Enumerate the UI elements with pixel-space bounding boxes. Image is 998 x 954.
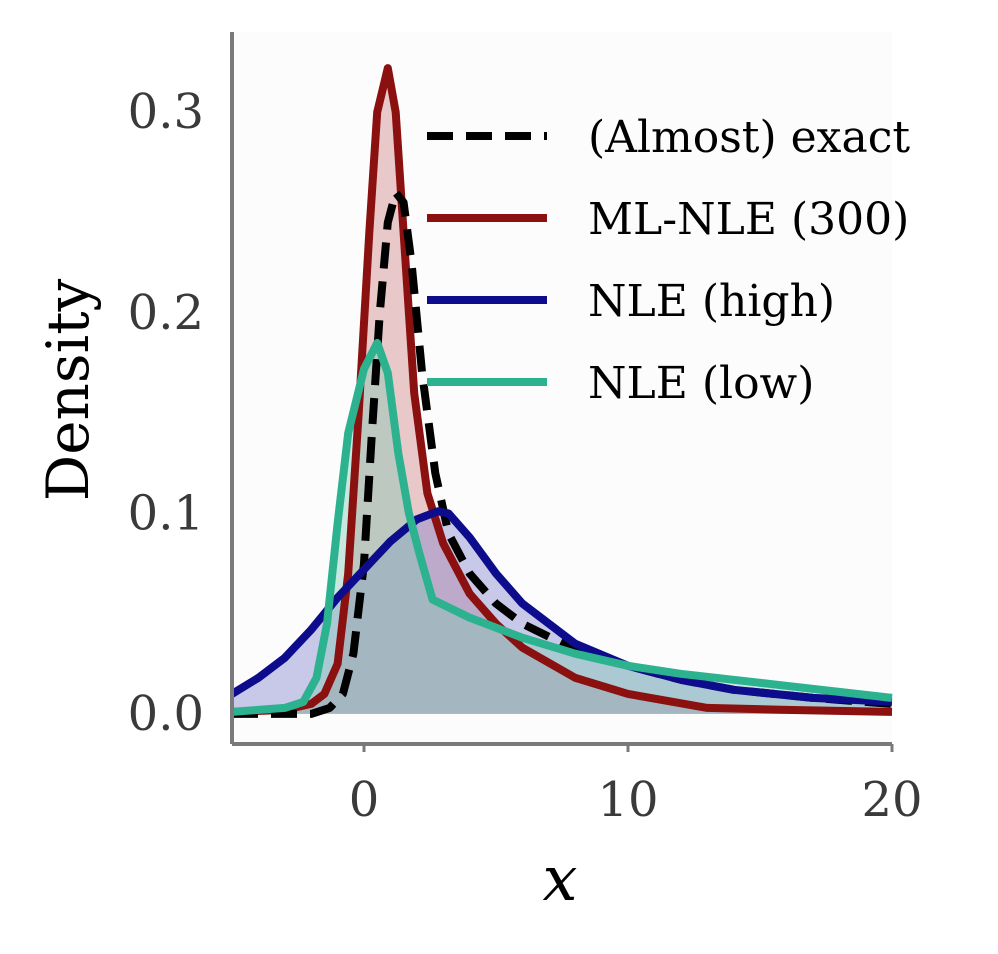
x-tick-label: 20 — [861, 772, 922, 828]
y-tick-label: 0.1 — [128, 485, 204, 541]
density-lines — [229, 64, 893, 718]
y-tick-label: 0.2 — [128, 285, 204, 341]
density-fills — [232, 68, 892, 714]
legend-label-ml-nle-300: ML-NLE (300) — [588, 194, 909, 245]
x-ticks: 0 10 20 — [349, 744, 923, 828]
line-nle-high — [229, 507, 893, 706]
legend-label-almost-exact: (Almost) exact — [588, 112, 910, 163]
area-nle-high — [232, 511, 892, 714]
x-tick-label: 10 — [597, 772, 658, 828]
line-nle-low — [231, 338, 893, 716]
legend-label-nle-high: NLE (high) — [588, 276, 835, 327]
y-tick-label: 0.0 — [128, 686, 204, 742]
area-nle-low — [232, 342, 892, 714]
axes — [230, 32, 892, 746]
y-axis-title: Density — [34, 278, 102, 501]
y-ticks: 0.0 0.1 0.2 0.3 — [128, 84, 204, 742]
legend: (Almost) exact ML-NLE (300) NLE (high) NLE … — [427, 112, 910, 409]
area-ml-nle-300 — [232, 68, 892, 714]
x-axis-title: x — [543, 842, 578, 915]
y-tick-label: 0.3 — [128, 84, 204, 140]
x-tick-label: 0 — [349, 772, 380, 828]
legend-label-nle-low: NLE (low) — [588, 358, 814, 409]
line-almost-exact — [232, 188, 893, 718]
